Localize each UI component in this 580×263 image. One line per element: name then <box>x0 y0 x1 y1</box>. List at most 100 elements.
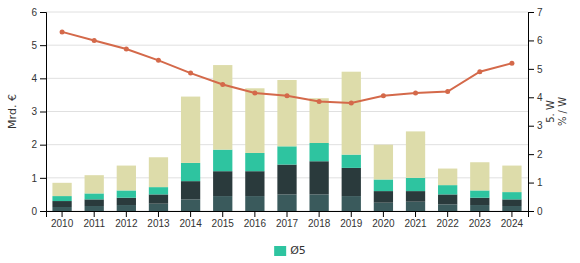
tick-label: 5 <box>537 64 543 75</box>
tick: 2010 <box>51 211 74 229</box>
y2-axis-title: 5. W% / W <box>545 97 568 126</box>
bar <box>438 185 457 194</box>
grid <box>46 12 528 211</box>
bar <box>342 168 361 196</box>
x-axis: 2010201120122013201420152016201720182019… <box>47 211 529 229</box>
markers <box>60 29 515 105</box>
bar <box>181 97 200 163</box>
bar <box>309 194 328 211</box>
bar <box>277 194 296 211</box>
bar <box>470 190 489 197</box>
tick-label: 2010 <box>51 218 74 229</box>
marker <box>413 91 418 96</box>
tick: 2015 <box>212 211 235 229</box>
tick-label: 2012 <box>115 218 138 229</box>
tick-mark <box>528 97 534 98</box>
bar <box>406 131 425 177</box>
bar <box>277 165 296 195</box>
bar <box>52 207 71 211</box>
tick-label: 1 <box>31 173 37 184</box>
tick: 7 <box>528 7 543 18</box>
tick: 5 <box>31 40 46 51</box>
legend-swatch <box>274 246 286 256</box>
tick-mark <box>479 211 480 217</box>
tick: 4 <box>528 92 543 103</box>
tick: 2012 <box>115 211 138 229</box>
tick: 2016 <box>244 211 267 229</box>
grid-line <box>46 78 528 79</box>
tick-mark <box>40 45 46 46</box>
tick-mark <box>287 211 288 217</box>
tick-mark <box>40 145 46 146</box>
tick-label: 7 <box>537 7 543 18</box>
tick: 2021 <box>404 211 427 229</box>
tick-mark <box>528 126 534 127</box>
bar <box>117 166 136 191</box>
bar <box>342 196 361 211</box>
tick-mark <box>319 211 320 217</box>
bar <box>309 161 328 194</box>
tick-mark <box>40 178 46 179</box>
marker <box>92 38 97 43</box>
bar <box>406 202 425 211</box>
tick-label: 4 <box>31 73 37 84</box>
tick-label: 3 <box>31 106 37 117</box>
bar <box>309 98 328 143</box>
bar <box>85 206 104 211</box>
tick-mark <box>415 211 416 217</box>
marker <box>285 93 290 98</box>
tick-mark <box>40 12 46 13</box>
tick-mark <box>158 211 159 217</box>
axis-line <box>47 212 529 218</box>
bar <box>470 205 489 211</box>
tick: 2013 <box>147 211 170 229</box>
bar <box>277 80 296 146</box>
tick: 2020 <box>372 211 395 229</box>
bar <box>213 150 232 172</box>
tick: 6 <box>31 7 46 18</box>
marker <box>188 71 193 76</box>
tick-label: 2015 <box>212 218 235 229</box>
bar <box>149 187 168 194</box>
marker <box>381 93 386 98</box>
tick: 4 <box>31 73 46 84</box>
bar <box>502 192 521 199</box>
y-axis-title: Mrd. € <box>6 94 19 129</box>
tick-mark <box>528 40 534 41</box>
tick-mark <box>222 211 223 217</box>
tick-mark <box>511 211 512 217</box>
tick: 2023 <box>469 211 492 229</box>
tick-mark <box>447 211 448 217</box>
tick-label: 3 <box>537 120 543 131</box>
tick: 6 <box>528 35 543 46</box>
grid-line <box>46 45 528 46</box>
tick-label: 2021 <box>404 218 427 229</box>
bar <box>277 146 296 164</box>
bar <box>245 88 264 153</box>
bar <box>52 201 71 207</box>
bar-series <box>52 65 521 196</box>
tick: 2022 <box>437 211 460 229</box>
tick-label: 2 <box>31 139 37 150</box>
bar <box>149 157 168 187</box>
axis-line <box>529 13 535 212</box>
tick-label: 1 <box>537 177 543 188</box>
tick-mark <box>40 211 46 212</box>
bar <box>85 199 104 206</box>
y-axis: 0123456 <box>31 7 46 217</box>
tick: 5 <box>528 64 543 75</box>
bar <box>181 163 200 181</box>
tick: 2014 <box>179 211 202 229</box>
tick: 2 <box>31 139 46 150</box>
marks <box>52 29 521 211</box>
tick-label: 5 <box>31 40 37 51</box>
bar <box>181 181 200 199</box>
tick-label: 2011 <box>83 218 105 229</box>
bar <box>149 204 168 211</box>
marker <box>477 69 482 74</box>
axis-line <box>40 13 47 212</box>
tick: 0 <box>528 206 543 217</box>
bar <box>309 143 328 161</box>
legend: Ø5 <box>274 244 306 257</box>
tick-label: 2016 <box>244 218 267 229</box>
